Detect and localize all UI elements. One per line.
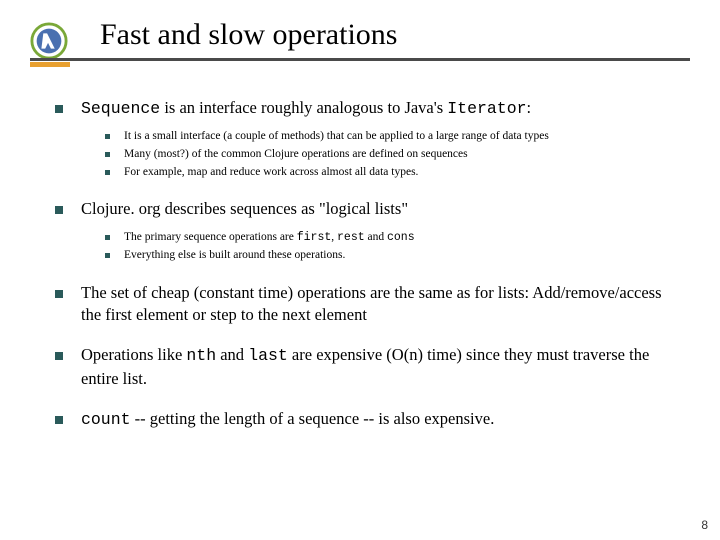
bullet-text: The set of cheap (constant time) operati… [81, 282, 670, 327]
bullet-4: Operations like nth and last are expensi… [55, 344, 670, 390]
bullet-text: Operations like nth and last are expensi… [81, 344, 670, 390]
bullet-icon [55, 206, 63, 214]
bullet-icon [105, 134, 110, 139]
sub-bullet: Everything else is built around these op… [105, 247, 670, 264]
lambda-logo-icon [30, 22, 68, 60]
bullet-group-1: Sequence is an interface roughly analogo… [55, 97, 670, 180]
bullet-icon [105, 152, 110, 157]
sub-bullet-text: The primary sequence operations are firs… [124, 229, 415, 247]
bullet-5: count -- getting the length of a sequenc… [55, 408, 670, 431]
bullet-icon [105, 235, 110, 240]
sub-bullet-text: It is a small interface (a couple of met… [124, 128, 549, 145]
sub-bullet: For example, map and reduce work across … [105, 164, 670, 181]
bullet-icon [105, 170, 110, 175]
bullet-text: count -- getting the length of a sequenc… [81, 408, 494, 431]
bullet-group-5: count -- getting the length of a sequenc… [55, 408, 670, 431]
bullet-text: Sequence is an interface roughly analogo… [81, 97, 531, 120]
slide-title: Fast and slow operations [100, 18, 397, 52]
sub-bullet: Many (most?) of the common Clojure opera… [105, 146, 670, 163]
sub-bullet-text: Many (most?) of the common Clojure opera… [124, 146, 468, 163]
bullet-icon [55, 290, 63, 298]
sub-bullet-text: For example, map and reduce work across … [124, 164, 418, 181]
bullet-group-3: The set of cheap (constant time) operati… [55, 282, 670, 327]
title-rule [30, 58, 690, 61]
bullet-icon [105, 253, 110, 258]
sub-bullet: It is a small interface (a couple of met… [105, 128, 670, 145]
bullet-1: Sequence is an interface roughly analogo… [55, 97, 670, 120]
page-number: 8 [701, 518, 708, 532]
sub-bullet: The primary sequence operations are firs… [105, 229, 670, 247]
sub-bullet-text: Everything else is built around these op… [124, 247, 345, 264]
sub-bullets-2: The primary sequence operations are firs… [105, 229, 670, 264]
title-accent [30, 62, 70, 67]
bullet-2: Clojure. org describes sequences as "log… [55, 198, 670, 220]
bullet-icon [55, 352, 63, 360]
bullet-group-2: Clojure. org describes sequences as "log… [55, 198, 670, 264]
bullet-text: Clojure. org describes sequences as "log… [81, 198, 408, 220]
bullet-group-4: Operations like nth and last are expensi… [55, 344, 670, 390]
bullet-icon [55, 105, 63, 113]
bullet-icon [55, 416, 63, 424]
bullet-3: The set of cheap (constant time) operati… [55, 282, 670, 327]
slide-content: Sequence is an interface roughly analogo… [0, 72, 720, 431]
slide-header: Fast and slow operations [0, 0, 720, 72]
sub-bullets-1: It is a small interface (a couple of met… [105, 128, 670, 180]
